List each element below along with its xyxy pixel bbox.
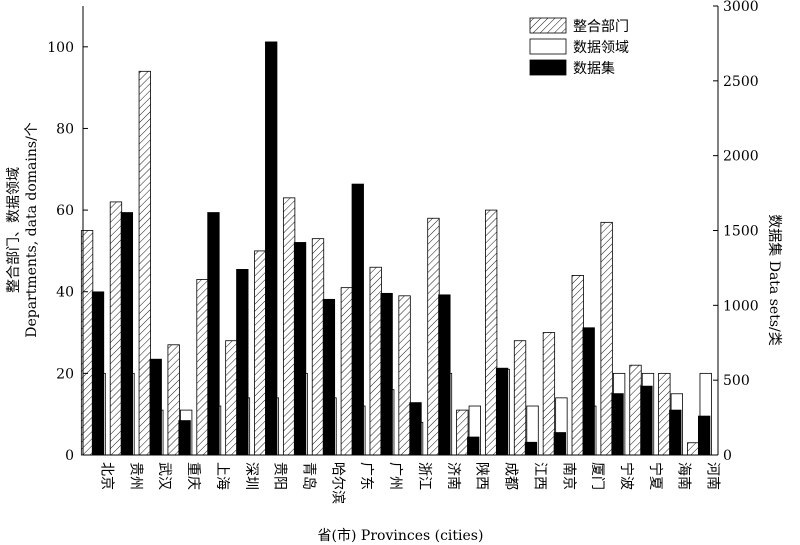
x-tick-label: 哈尔滨 bbox=[329, 462, 345, 504]
legend-swatch bbox=[529, 38, 567, 55]
legend-label: 数据领域 bbox=[573, 40, 629, 56]
bar-departments bbox=[571, 274, 584, 456]
bar-datasets bbox=[640, 385, 653, 456]
bar-departments bbox=[196, 279, 209, 456]
y-left-tick-label: 80 bbox=[56, 121, 74, 137]
bar-departments bbox=[456, 409, 469, 456]
x-tick-label: 江西 bbox=[531, 462, 547, 490]
x-tick-label: 宁波 bbox=[618, 462, 635, 490]
y-right-tick-label: 1000 bbox=[723, 298, 759, 314]
x-tick-label: 浙江 bbox=[416, 462, 432, 490]
x-tick-label: 成都 bbox=[503, 462, 519, 490]
bar-datasets bbox=[438, 294, 451, 456]
x-tick-label: 海南 bbox=[676, 462, 692, 490]
bar-datasets bbox=[207, 212, 220, 456]
bar-datasets bbox=[582, 327, 595, 456]
x-tick-label: 陕西 bbox=[474, 462, 490, 490]
x-tick-label: 南京 bbox=[560, 462, 576, 490]
bar-departments bbox=[600, 221, 613, 456]
bar-departments bbox=[167, 344, 180, 456]
y-right-label: 数据集 Data sets/类 bbox=[766, 214, 783, 345]
bar-datasets bbox=[149, 358, 162, 456]
x-tick-label: 广东 bbox=[358, 462, 374, 490]
bar-datasets bbox=[495, 367, 509, 456]
bar-departments bbox=[542, 332, 556, 456]
y-left-tick-label: 100 bbox=[47, 40, 74, 56]
bar-datasets bbox=[524, 441, 538, 456]
y-left-tick-label: 40 bbox=[56, 285, 74, 301]
bar-datasets bbox=[322, 298, 336, 456]
bar-departments bbox=[282, 197, 296, 456]
x-tick-label: 贵阳 bbox=[272, 462, 288, 490]
x-tick-label: 广州 bbox=[387, 462, 403, 490]
x-tick-label: 济南 bbox=[445, 462, 461, 490]
bar-datasets bbox=[467, 436, 480, 456]
bar-datasets bbox=[91, 291, 105, 456]
y-right-tick-label: 3000 bbox=[723, 0, 759, 15]
bar-departments bbox=[138, 70, 151, 456]
bar-departments bbox=[225, 340, 238, 456]
x-tick-label: 上海 bbox=[214, 462, 230, 490]
y-right-tick-label: 1500 bbox=[723, 224, 759, 240]
x-tick-label: 重庆 bbox=[185, 462, 201, 490]
bar-datasets bbox=[236, 269, 249, 456]
y-left-tick-label: 0 bbox=[65, 448, 74, 464]
bar-datasets bbox=[120, 212, 134, 456]
x-tick-label: 贵州 bbox=[127, 462, 143, 490]
bar-datasets bbox=[611, 393, 624, 456]
y-left-tick-label: 60 bbox=[56, 203, 74, 219]
bar-departments bbox=[658, 372, 671, 456]
bar-datasets bbox=[669, 409, 682, 456]
bar-departments bbox=[398, 295, 411, 456]
legend-swatch bbox=[529, 17, 567, 34]
bar-departments bbox=[485, 209, 498, 456]
bar-departments bbox=[311, 238, 325, 456]
bar-departments bbox=[340, 287, 354, 456]
y-left-label: 整合部门、数据领域 bbox=[6, 167, 22, 293]
bar-departments bbox=[254, 250, 267, 456]
bar-datasets bbox=[351, 183, 364, 456]
bar-datasets bbox=[697, 415, 711, 456]
y-right-tick-label: 0 bbox=[723, 448, 732, 464]
x-tick-label: 深圳 bbox=[243, 462, 259, 490]
bar-departments bbox=[513, 340, 527, 456]
legend-swatch bbox=[529, 59, 567, 76]
x-label: 省(市) Provinces (cities) bbox=[318, 527, 484, 544]
bar-departments bbox=[687, 442, 700, 456]
bar-departments bbox=[109, 201, 123, 456]
bar-departments bbox=[427, 217, 440, 456]
legend-label: 整合部门 bbox=[573, 19, 629, 35]
bar-datasets bbox=[553, 432, 566, 456]
bar-departments bbox=[369, 266, 382, 456]
bar-datasets bbox=[380, 292, 393, 456]
axis-labels: 北京 贵州 武汉 重庆 上海 深圳 贵阳 青岛 哈尔滨 广东 广州 浙江 济南 陕西 成都 江西 南京 厦门 宁波宁… bbox=[6, 122, 783, 544]
y-right-tick-label: 2000 bbox=[723, 149, 759, 165]
y-left-tick-label: 20 bbox=[56, 366, 74, 382]
x-tick-label: 武汉 bbox=[156, 462, 172, 490]
x-tick-label: 宁夏 bbox=[647, 462, 664, 490]
bar-datasets bbox=[409, 402, 422, 456]
bar-datasets bbox=[265, 41, 278, 456]
x-tick-label: 北京 bbox=[98, 462, 114, 490]
y-left-label: Departments, data domains/个 bbox=[24, 122, 40, 338]
bar-datasets bbox=[178, 420, 191, 456]
plot-area bbox=[80, 41, 712, 456]
x-tick-label: 青岛 bbox=[301, 462, 317, 490]
legend-label: 数据集 bbox=[573, 60, 615, 77]
bar-datasets bbox=[293, 242, 307, 456]
bar-departments bbox=[629, 364, 642, 456]
x-tick-label: 厦门 bbox=[589, 462, 605, 490]
y-right-tick-label: 2500 bbox=[723, 74, 759, 90]
y-right-tick-label: 500 bbox=[723, 373, 750, 389]
x-tick-label: 河南 bbox=[705, 462, 721, 490]
